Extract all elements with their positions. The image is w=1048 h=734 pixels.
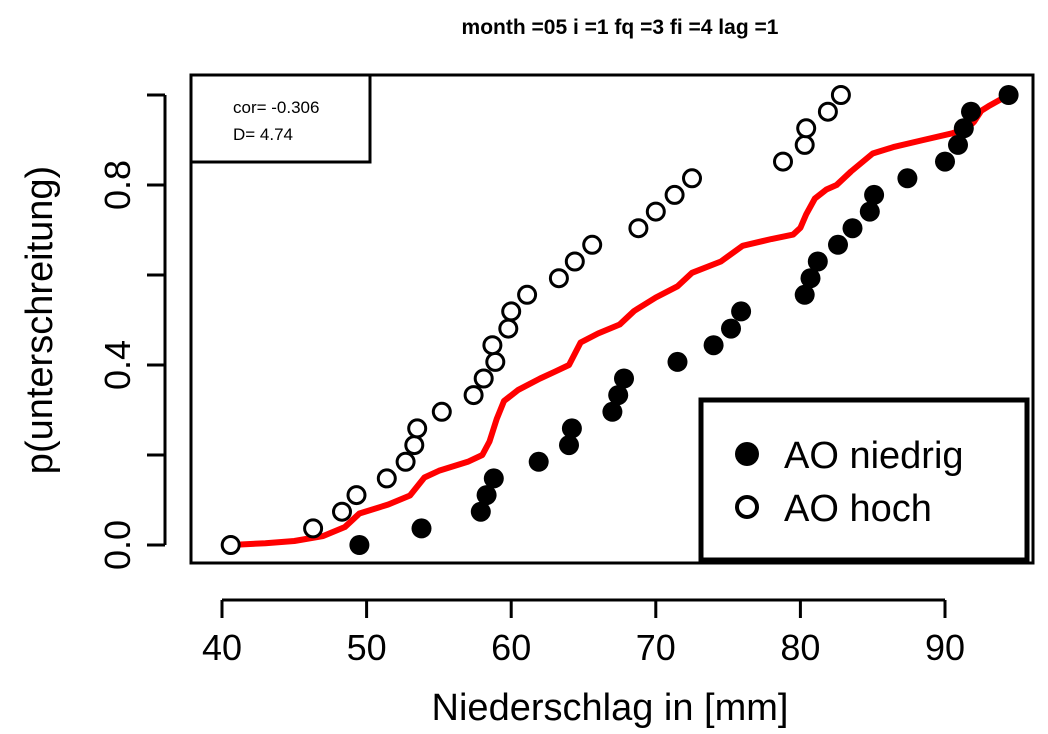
point-ao-hoch — [482, 335, 503, 356]
point-ao-niedrig — [961, 101, 981, 122]
chart-title: month =05 i =1 fq =3 fi =4 lag =1 — [462, 16, 779, 39]
point-ao-niedrig — [703, 335, 724, 356]
y-tick-label: 0.8 — [97, 160, 138, 210]
point-ao-hoch — [794, 134, 815, 155]
point-ao-niedrig — [721, 318, 741, 339]
point-ao-hoch — [485, 351, 506, 372]
legend-label-ao-niedrig: AO niedrig — [784, 435, 964, 477]
point-ao-niedrig — [953, 118, 974, 139]
point-ao-hoch — [463, 385, 484, 406]
point-ao-niedrig — [897, 168, 918, 189]
points-layer — [220, 85, 1019, 555]
legend-marker-ao-niedrig — [735, 442, 759, 466]
point-ao-niedrig — [935, 151, 955, 172]
point-ao-hoch — [473, 368, 494, 389]
point-ao-niedrig — [859, 201, 880, 222]
point-ao-niedrig — [948, 134, 968, 155]
point-ao-niedrig — [602, 401, 623, 422]
point-ao-hoch — [645, 201, 666, 222]
point-ao-hoch — [346, 485, 367, 506]
y-tick-label: 0.0 — [97, 520, 138, 570]
x-tick-label: 80 — [780, 627, 820, 668]
point-ao-hoch — [303, 518, 324, 539]
x-tick-label: 50 — [347, 627, 387, 668]
point-ao-niedrig — [411, 518, 432, 539]
point-ao-hoch — [498, 318, 519, 339]
legend-marker-ao-hoch — [735, 495, 759, 519]
point-ao-hoch — [517, 284, 538, 305]
point-ao-niedrig — [608, 385, 629, 406]
plot-frame — [189, 73, 1035, 565]
x-axis-label: Niederschlag in [mm] — [432, 687, 789, 729]
point-ao-hoch — [664, 184, 685, 205]
point-ao-hoch — [773, 151, 793, 172]
point-ao-niedrig — [528, 451, 549, 472]
legend: AO niedrig AO hoch — [698, 397, 1030, 563]
stats-box-frame — [189, 73, 372, 164]
point-ao-niedrig — [476, 485, 497, 506]
axes: 40 50 60 70 80 90 0.0 0.4 0.8 — [97, 93, 965, 668]
point-ao-hoch — [404, 435, 425, 456]
point-ao-niedrig — [794, 284, 815, 305]
point-ao-niedrig — [842, 218, 863, 239]
y-axis-label: p(unterschreitung) — [19, 166, 61, 474]
point-ao-hoch — [628, 218, 649, 239]
ecdf-layer — [227, 92, 1012, 548]
point-ao-hoch — [220, 535, 241, 555]
stats-d: D= 4.74 — [233, 125, 293, 144]
point-ao-niedrig — [998, 85, 1019, 105]
point-ao-hoch — [407, 418, 428, 439]
point-ao-niedrig — [470, 501, 491, 522]
legend-frame — [698, 397, 1030, 563]
point-ao-hoch — [582, 234, 603, 255]
point-ao-hoch — [376, 468, 397, 489]
point-ao-hoch — [564, 251, 585, 272]
point-ao-hoch — [830, 85, 851, 105]
point-ao-niedrig — [614, 368, 634, 389]
stats-box: cor= -0.306 D= 4.74 — [189, 73, 372, 164]
stats-cor: cor= -0.306 — [233, 98, 319, 117]
legend-label-ao-hoch: AO hoch — [784, 488, 932, 530]
point-ao-hoch — [431, 401, 452, 422]
point-ao-niedrig — [483, 468, 504, 489]
point-ao-hoch — [796, 118, 817, 139]
point-ao-niedrig — [807, 251, 828, 272]
point-ao-niedrig — [559, 435, 579, 456]
point-ao-niedrig — [561, 418, 582, 439]
point-ao-niedrig — [349, 535, 370, 555]
point-ao-hoch — [682, 168, 702, 189]
x-tick-label: 70 — [636, 627, 676, 668]
point-ao-niedrig — [828, 234, 848, 255]
point-ao-niedrig — [800, 268, 821, 289]
x-tick-label: 40 — [202, 627, 242, 668]
point-ao-niedrig — [864, 184, 885, 205]
point-ao-hoch — [395, 451, 416, 472]
point-ao-hoch — [332, 501, 352, 522]
point-ao-hoch — [501, 301, 522, 322]
point-ao-niedrig — [667, 351, 688, 372]
point-ao-hoch — [548, 268, 569, 289]
x-tick-label: 60 — [491, 627, 531, 668]
y-tick-label: 0.4 — [97, 340, 138, 390]
x-tick-label: 90 — [925, 627, 965, 668]
point-ao-hoch — [817, 101, 838, 122]
ecdf-line — [227, 92, 1012, 548]
point-ao-niedrig — [731, 301, 752, 322]
